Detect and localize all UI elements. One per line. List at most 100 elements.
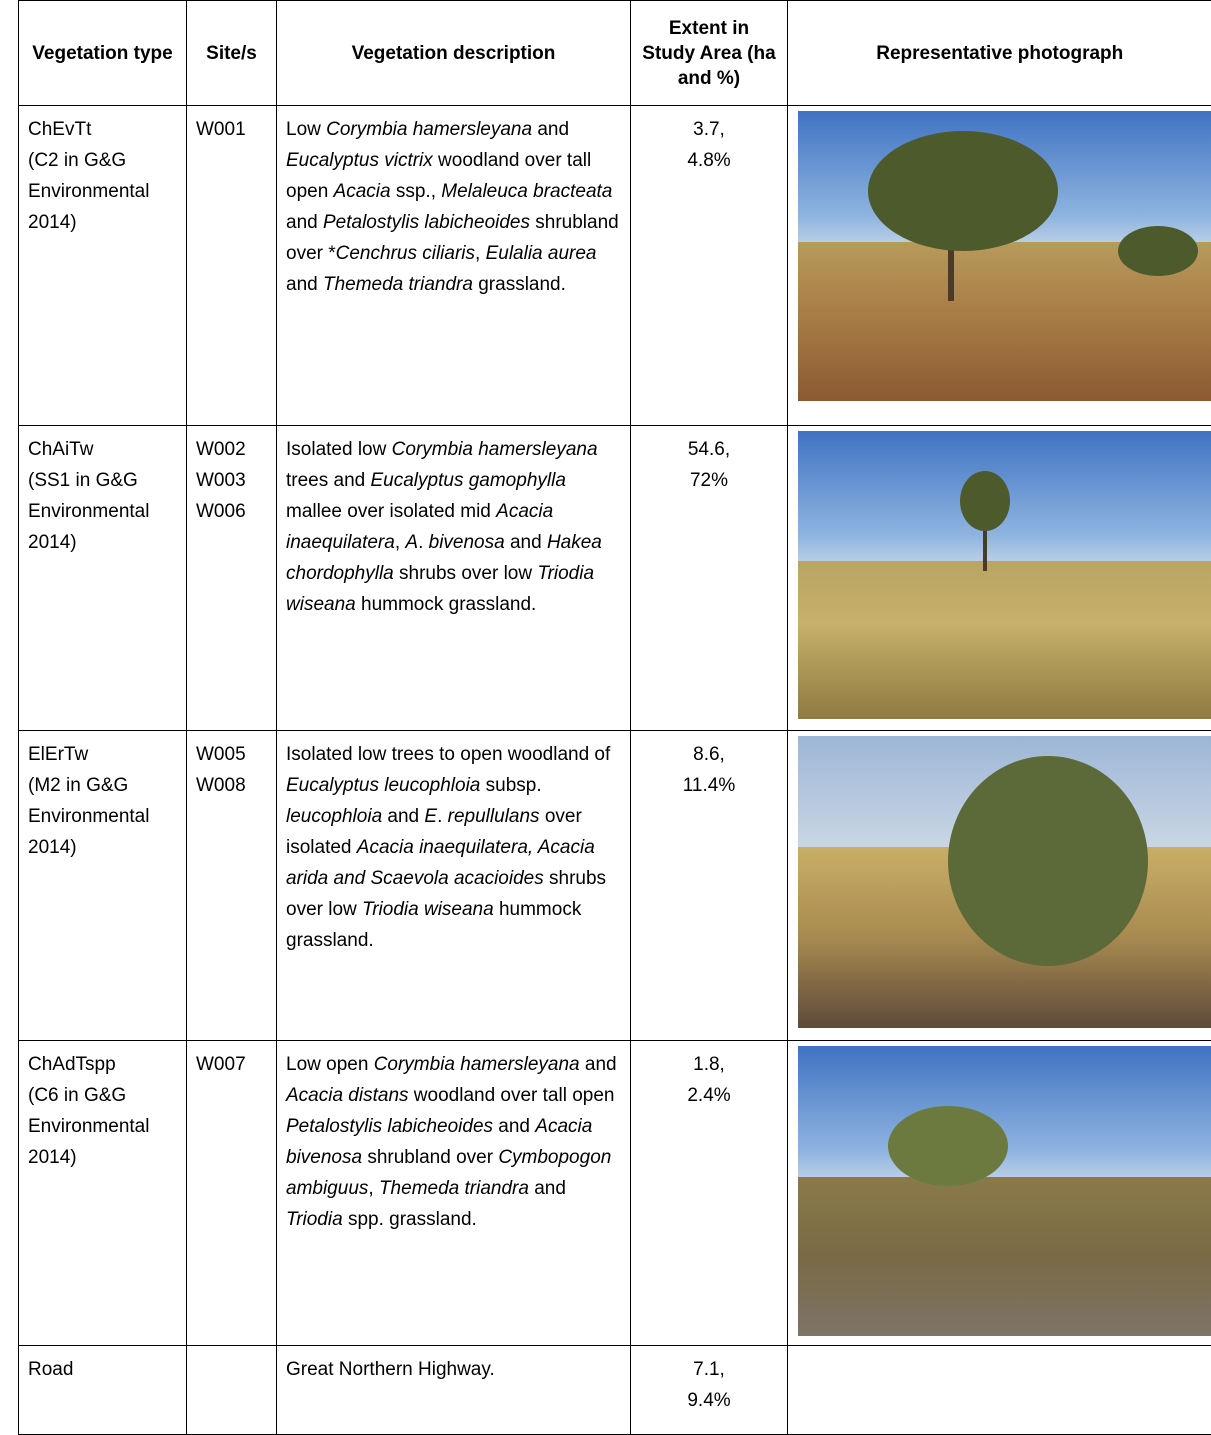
- description-run: Acacia: [334, 181, 391, 202]
- description-run: Melaleuca bracteata: [441, 181, 612, 202]
- extent-line: 11.4%: [640, 770, 778, 801]
- extent-line: 72%: [640, 465, 778, 496]
- description-run: Petalostylis labicheoides: [323, 212, 530, 233]
- description-run: Corymbia hamersleyana: [392, 439, 598, 460]
- photograph: [798, 1046, 1211, 1336]
- header-cell: Vegetation type: [19, 1, 187, 106]
- description-run: Eucalyptus leucophloia: [286, 775, 480, 796]
- description-run: and: [505, 532, 547, 553]
- description-cell: Isolated low Corymbia hamersleyana trees…: [277, 426, 631, 731]
- description-run: Eulalia aurea: [486, 243, 597, 264]
- vegetation-table: Vegetation type Site/s Vegetation descri…: [18, 0, 1211, 1435]
- description-cell: Low Corymbia hamersleyana and Eucalyptus…: [277, 106, 631, 426]
- extent-line: 8.6,: [640, 739, 778, 770]
- extent-line: 4.8%: [640, 145, 778, 176]
- table-row: ElErTw(M2 in G&G Environmental 2014)W005…: [19, 731, 1211, 1041]
- extent-line: 2.4%: [640, 1080, 778, 1111]
- extent-line: 9.4%: [640, 1385, 778, 1416]
- type-cell: Road: [19, 1346, 187, 1435]
- table-row: ChEvTt(C2 in G&G Environmental 2014) W001…: [19, 106, 1211, 426]
- description-run: .: [418, 532, 429, 553]
- description-run: ,: [395, 532, 406, 553]
- extent-cell: 7.1,9.4%: [631, 1346, 788, 1435]
- description-run: mallee over isolated mid: [286, 501, 496, 522]
- description-run: ssp.,: [391, 181, 442, 202]
- description-run: Themeda triandra: [323, 274, 473, 295]
- type-cell: ChAiTw(SS1 in G&G Environmental 2014): [19, 426, 187, 731]
- description-run: and: [532, 119, 569, 140]
- description-run: trees and: [286, 470, 371, 491]
- extent-cell: 8.6,11.4%: [631, 731, 788, 1041]
- description-run: and: [382, 806, 424, 827]
- extent-cell: 54.6,72%: [631, 426, 788, 731]
- site: W003: [196, 465, 267, 496]
- description-run: repullulans: [448, 806, 540, 827]
- type-reference: (M2 in G&G Environmental 2014): [28, 770, 177, 863]
- description-cell: Isolated low trees to open woodland of E…: [277, 731, 631, 1041]
- type-code: ChAiTw: [28, 434, 177, 465]
- description-run: hummock grassland.: [356, 594, 537, 615]
- site: W005: [196, 739, 267, 770]
- sites-cell: W007: [187, 1041, 277, 1346]
- description-run: Low open: [286, 1054, 374, 1075]
- type-reference: (SS1 in G&G Environmental 2014): [28, 465, 177, 558]
- photo-cell: [788, 1346, 1211, 1435]
- site: W008: [196, 770, 267, 801]
- site: W001: [196, 114, 267, 145]
- description-run: Petalostylis labicheoides: [286, 1116, 493, 1137]
- header-cell: Vegetation description: [277, 1, 631, 106]
- description-cell: Low open Corymbia hamersleyana and Acaci…: [277, 1041, 631, 1346]
- description-run: Acacia distans: [286, 1085, 409, 1106]
- type-reference: (C6 in G&G Environmental 2014): [28, 1080, 177, 1173]
- description-run: and: [286, 212, 323, 233]
- description-run: Cenchrus ciliaris: [336, 243, 475, 264]
- type-cell: ChAdTspp(C6 in G&G Environmental 2014): [19, 1041, 187, 1346]
- description-run: spp. grassland.: [343, 1209, 477, 1230]
- photograph: [798, 111, 1211, 401]
- sites-cell: [187, 1346, 277, 1435]
- type-code: ChEvTt: [28, 114, 177, 145]
- description-run: grassland.: [473, 274, 566, 295]
- description-run: bivenosa: [429, 532, 505, 553]
- description-run: shrubs over low: [394, 563, 538, 584]
- header-row: Vegetation type Site/s Vegetation descri…: [19, 1, 1211, 106]
- description-run: Low: [286, 119, 326, 140]
- description-run: and: [286, 274, 323, 295]
- description-run: Isolated low: [286, 439, 392, 460]
- description-run: and: [580, 1054, 617, 1075]
- site: W002: [196, 434, 267, 465]
- table-row: ChAdTspp(C6 in G&G Environmental 2014)W0…: [19, 1041, 1211, 1346]
- description-run: .: [437, 806, 448, 827]
- description-run: Eucalyptus gamophylla: [371, 470, 566, 491]
- extent-cell: 3.7,4.8%: [631, 106, 788, 426]
- description-run: Isolated low trees to open woodland of: [286, 744, 610, 765]
- sites-cell: W001: [187, 106, 277, 426]
- description-run: Corymbia hamersleyana: [374, 1054, 580, 1075]
- description-run: E: [424, 806, 437, 827]
- description-cell: Great Northern Highway.: [277, 1346, 631, 1435]
- description-run: Triodia: [286, 1209, 343, 1230]
- description-run: woodland over tall open: [409, 1085, 615, 1106]
- type-reference: (C2 in G&G Environmental 2014): [28, 145, 177, 238]
- photograph: [798, 431, 1211, 719]
- description-run: and: [493, 1116, 535, 1137]
- description-run: ,: [368, 1178, 379, 1199]
- table-row: Road Great Northern Highway. 7.1,9.4%: [19, 1346, 1211, 1435]
- photo-cell: [788, 106, 1211, 426]
- photograph: [798, 736, 1211, 1028]
- description-run: Triodia wiseana: [362, 899, 494, 920]
- site: W006: [196, 496, 267, 527]
- header-cell: Representative photograph: [788, 1, 1211, 106]
- description-run: subsp.: [480, 775, 541, 796]
- table-body: ChEvTt(C2 in G&G Environmental 2014) W001…: [19, 106, 1211, 1435]
- description-run: Great Northern Highway.: [286, 1359, 495, 1380]
- description-run: shrubland over: [362, 1147, 498, 1168]
- photo-cell: [788, 731, 1211, 1041]
- description-run: Themeda triandra: [379, 1178, 529, 1199]
- type-code: ElErTw: [28, 739, 177, 770]
- type-code: ChAdTspp: [28, 1049, 177, 1080]
- extent-line: 3.7,: [640, 114, 778, 145]
- description-run: Eucalyptus victrix: [286, 150, 433, 171]
